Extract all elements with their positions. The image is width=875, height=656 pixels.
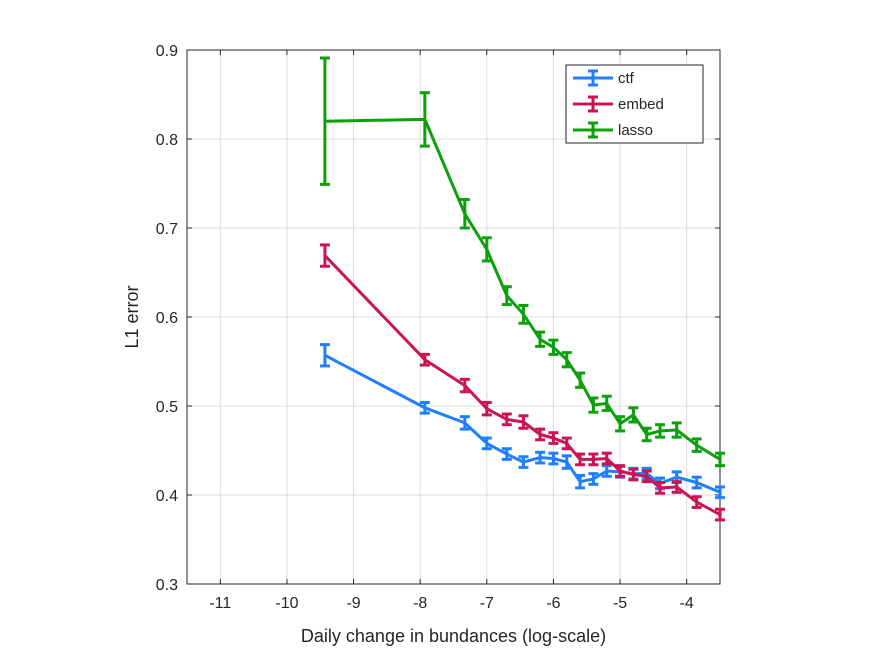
error-bar-embed: [628, 467, 639, 482]
error-bar-embed: [655, 481, 666, 495]
error-bar-ctf: [518, 455, 529, 469]
error-bar-lasso: [575, 371, 586, 389]
x-tick-label: -4: [680, 595, 694, 612]
error-bar-lasso: [628, 406, 639, 424]
error-bar-ctf: [588, 472, 599, 486]
x-tick-label: -11: [209, 595, 231, 612]
error-bar-embed: [671, 480, 682, 494]
error-bar-embed: [691, 495, 702, 509]
error-bar-embed: [561, 436, 572, 451]
error-bar-embed: [575, 452, 586, 467]
error-bar-lasso: [419, 91, 430, 148]
error-bar-ctf: [561, 454, 572, 470]
y-tick-label: 0.5: [156, 399, 178, 416]
error-bar-ctf: [319, 343, 330, 368]
error-bar-lasso: [518, 303, 529, 325]
error-bar-lasso: [588, 396, 599, 414]
y-tick-label: 0.7: [156, 221, 178, 238]
axis-ticks: -11 -10 -9 -8 -7 -6 -5 -4 0.3 0.4 0.5 0.6 0.7 0.8 0.9: [156, 43, 720, 612]
error-bar-ctf: [601, 464, 612, 478]
legend-item-lasso: lasso: [573, 121, 653, 139]
y-tick-label: 0.3: [156, 577, 178, 594]
error-bar-lasso: [459, 198, 470, 230]
series-embed: [319, 243, 725, 522]
error-bar-lasso: [671, 421, 682, 439]
error-bar-embed: [419, 352, 430, 367]
legend-item-embed: embed: [573, 95, 664, 113]
error-bar-embed: [601, 451, 612, 466]
y-tick-label: 0.6: [156, 310, 178, 327]
y-tick-label: 0.9: [156, 43, 178, 60]
legend-label: embed: [618, 96, 664, 113]
error-bar-ctf: [481, 436, 492, 451]
y-axis-label: L1 error: [122, 285, 142, 348]
y-tick-label: 0.4: [156, 488, 178, 505]
error-bar-lasso: [601, 394, 612, 412]
error-bar-embed: [715, 507, 725, 522]
error-bar-lasso: [655, 423, 666, 439]
legend-swatch: [573, 95, 613, 113]
error-bar-ctf: [715, 485, 725, 500]
series-lasso: [319, 56, 725, 468]
x-tick-label: -7: [480, 595, 494, 612]
legend-swatch: [573, 69, 613, 87]
x-tick-label: -6: [546, 595, 560, 612]
error-bar-embed: [548, 431, 559, 445]
error-bar-ctf: [535, 450, 546, 465]
x-tick-label: -5: [613, 595, 627, 612]
error-bar-lasso: [501, 285, 512, 307]
error-bar-embed: [641, 469, 652, 484]
error-bar-lasso: [535, 330, 546, 348]
legend-swatch: [573, 121, 613, 139]
error-bar-embed: [501, 412, 512, 427]
series-line-lasso: [324, 117, 721, 461]
x-tick-label: -10: [275, 595, 298, 612]
error-bar-embed: [481, 400, 492, 417]
x-tick-label: -9: [346, 595, 360, 612]
error-bar-ctf: [459, 415, 470, 431]
error-bar-lasso: [691, 437, 702, 453]
error-bar-lasso: [481, 236, 492, 263]
error-bar-embed: [615, 464, 626, 478]
error-bar-lasso: [319, 56, 330, 186]
error-bar-ctf: [691, 475, 702, 490]
error-bar-lasso: [548, 338, 559, 356]
error-bar-lasso: [615, 415, 626, 433]
error-bar-lasso: [561, 351, 572, 369]
error-bar-lasso: [641, 426, 652, 443]
legend-item-ctf: ctf: [573, 69, 635, 87]
legend-label: lasso: [618, 122, 653, 139]
error-bar-embed: [588, 452, 599, 467]
x-axis-label: Daily change in bundances (log-scale): [301, 626, 606, 646]
error-bar-lasso: [715, 451, 725, 468]
series-layer: [319, 56, 725, 522]
error-bar-embed: [518, 414, 529, 430]
legend-label: ctf: [618, 70, 635, 87]
error-bar-embed: [535, 427, 546, 442]
error-bar-ctf: [548, 451, 559, 466]
error-bar-embed: [459, 377, 470, 394]
error-bar-ctf: [419, 400, 430, 415]
error-bar-ctf: [501, 447, 512, 461]
error-bar-ctf: [575, 473, 586, 490]
y-tick-label: 0.8: [156, 132, 178, 149]
x-tick-label: -8: [413, 595, 427, 612]
error-bar-embed: [319, 243, 330, 268]
legend: ctf embed lasso: [565, 64, 704, 144]
